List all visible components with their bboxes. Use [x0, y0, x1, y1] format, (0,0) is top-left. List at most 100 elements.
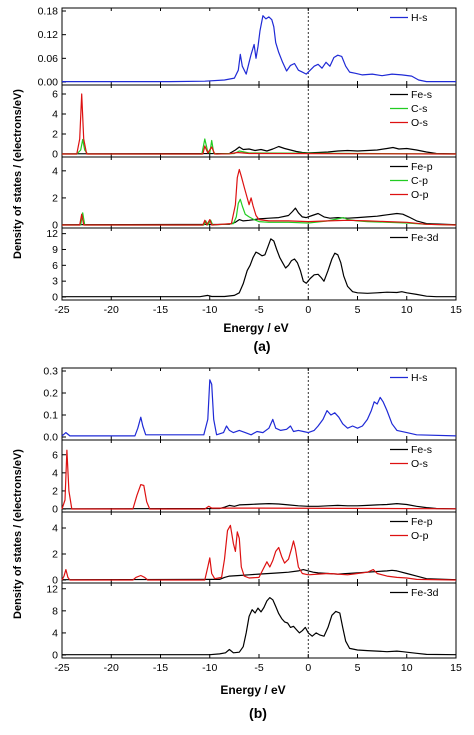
y-tick-label: 8 [52, 605, 58, 617]
y-tick-label: 12 [46, 228, 58, 240]
series-line-o-s [61, 449, 457, 510]
y-tick-label: 12 [46, 583, 58, 595]
y-tick-label: 0 [52, 149, 58, 161]
legend-entry: O-s [411, 458, 428, 470]
figure-a: Density of states / (electrons/eV) Energ… [12, 6, 462, 355]
x-tick-label: 0 [305, 304, 311, 316]
y-tick-label: 6 [52, 89, 58, 101]
y-tick-label: 0.12 [38, 29, 59, 41]
panel-a-4: 0 3 6 9 12 Fe-3d [46, 227, 457, 304]
y-tick-label: 0.1 [43, 410, 58, 422]
legend-entry: H-s [411, 12, 427, 24]
y-tick-label: 0.0 [43, 432, 58, 444]
x-tick-label: -25 [54, 304, 69, 316]
legend-entry: Fe-s [411, 89, 432, 101]
figure-b: Density of states / (electrons/eV) Energ… [12, 366, 462, 722]
panel-frame [61, 582, 457, 659]
y-tick-label: 0.18 [38, 6, 59, 18]
legend-entry: O-p [411, 530, 429, 542]
y-tick-label: 9 [52, 244, 58, 256]
y-tick-label: 4 [52, 523, 58, 535]
series-line-o-p [61, 524, 457, 581]
legend-entry: O-s [411, 117, 428, 129]
ylabel-a: Density of states / (electrons/eV) [12, 89, 24, 259]
legend-entry: Fe-s [411, 444, 432, 456]
x-tick-label: -10 [202, 662, 217, 674]
panel-a-1: 0.00 0.06 0.12 0.18 H-s [38, 6, 457, 89]
panel-frame [61, 7, 457, 86]
y-tick-label: 4 [52, 165, 58, 177]
panel-a-3: 0 2 4 Fe-p C-p O-p [52, 156, 457, 232]
y-tick-label: 2 [52, 549, 58, 561]
x-tick-label: -20 [104, 662, 119, 674]
x-tick-label: 15 [450, 662, 462, 674]
legend-entry: Fe-3d [411, 587, 439, 599]
y-tick-label: 3 [52, 276, 58, 288]
series-line-c-p [62, 198, 457, 226]
legend-entry: Fe-3d [411, 232, 439, 244]
series-line-o-p [62, 168, 457, 226]
y-tick-label: 4 [52, 467, 58, 479]
x-tick-label: -25 [54, 662, 69, 674]
series-line-h-s [62, 15, 456, 83]
x-tick-label: 15 [450, 304, 462, 316]
y-tick-label: 0 [52, 650, 58, 662]
xlabel-b: Energy / eV [220, 683, 285, 697]
legend-entry: C-s [411, 103, 427, 115]
panel-frame [61, 439, 457, 513]
y-tick-label: 0.2 [43, 388, 58, 400]
legend-entry: H-s [411, 372, 427, 384]
y-tick-label: 4 [52, 627, 58, 639]
x-tick-label: 10 [401, 304, 413, 316]
panel-b-3: 0 2 4 Fe-p O-p [52, 511, 457, 587]
panel-frame [61, 227, 457, 301]
x-tick-label: -5 [254, 304, 263, 316]
series-line-fe-s [61, 503, 457, 510]
x-tick-label: 5 [355, 304, 361, 316]
panel-a-2: 0 2 4 6 Fe-s C-s O-s [52, 84, 457, 161]
y-tick-label: 0 [52, 504, 58, 516]
xlabel-a: Energy / eV [223, 321, 288, 335]
x-tick-label: -20 [104, 304, 119, 316]
series-line-o-s [62, 93, 457, 155]
x-tick-label: 5 [355, 662, 361, 674]
panel-frame [61, 156, 457, 229]
series-line-fe-p [61, 207, 457, 226]
caption-b: (b) [249, 705, 267, 721]
y-tick-label: 2 [52, 485, 58, 497]
caption-a: (a) [253, 338, 270, 354]
y-tick-label: 2 [52, 129, 58, 141]
panel-b-4: 0 4 8 12 Fe-3d [46, 582, 457, 662]
y-tick-label: 0.3 [43, 366, 58, 378]
panel-frame [61, 367, 457, 441]
series-line-fe-3d [62, 238, 456, 298]
y-tick-label: 0.00 [38, 77, 59, 89]
legend-entry: C-p [411, 175, 428, 187]
x-tick-label: 10 [401, 662, 413, 674]
series-line-fe-p [61, 569, 457, 581]
panel-frame [61, 84, 457, 158]
x-tick-label: -10 [202, 304, 217, 316]
legend-entry: Fe-p [411, 516, 433, 528]
series-line-fe-3d [62, 597, 457, 656]
legend-entry: Fe-p [411, 161, 433, 173]
x-tick-label: -15 [153, 304, 168, 316]
series-line-h-s [61, 379, 457, 437]
panel-b-2: 0 2 4 6 Fe-s O-s [52, 439, 457, 516]
x-tick-label: -5 [254, 662, 263, 674]
ylabel-b: Density of states / (electrons/eV) [12, 449, 24, 619]
y-tick-label: 6 [52, 449, 58, 461]
x-tick-label: -15 [153, 662, 168, 674]
panel-frame [61, 511, 457, 584]
y-tick-label: 0.06 [38, 53, 59, 65]
y-tick-label: 2 [52, 192, 58, 204]
y-tick-label: 0 [52, 575, 58, 587]
x-tick-label: 0 [305, 662, 311, 674]
y-tick-label: 4 [52, 109, 58, 121]
legend-entry: O-p [411, 189, 429, 201]
y-tick-label: 0 [52, 220, 58, 232]
y-tick-label: 6 [52, 260, 58, 272]
series-line-c-s [62, 138, 457, 155]
panel-b-1: 0.0 0.1 0.2 0.3 H-s [43, 366, 457, 444]
